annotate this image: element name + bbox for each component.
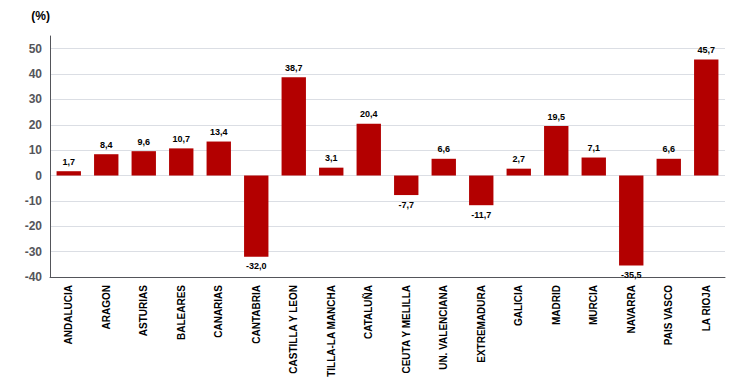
svg-text:MADRID: MADRID: [551, 285, 562, 325]
svg-text:8,4: 8,4: [100, 140, 113, 150]
svg-text:-30: -30: [25, 245, 43, 259]
svg-text:UN. VALENCIANA: UN. VALENCIANA: [438, 285, 449, 370]
svg-text:MURCIA: MURCIA: [588, 285, 599, 325]
svg-text:EXTREMADURA: EXTREMADURA: [476, 285, 487, 363]
svg-text:7,1: 7,1: [587, 143, 600, 153]
svg-text:-7,7: -7,7: [398, 200, 414, 210]
svg-text:PAIS VASCO: PAIS VASCO: [663, 285, 674, 345]
svg-text:9,6: 9,6: [137, 137, 150, 147]
svg-text:CASTILLA Y LEON: CASTILLA Y LEON: [288, 285, 299, 374]
svg-text:(%): (%): [31, 9, 50, 23]
svg-text:30: 30: [29, 92, 43, 106]
svg-text:50: 50: [29, 42, 43, 56]
svg-text:TILLA-LA MANCHA: TILLA-LA MANCHA: [326, 285, 337, 377]
svg-text:0: 0: [35, 169, 42, 183]
svg-text:10: 10: [29, 143, 43, 157]
svg-text:3,1: 3,1: [325, 153, 338, 163]
svg-text:6,6: 6,6: [437, 144, 450, 154]
svg-text:45,7: 45,7: [697, 45, 715, 55]
svg-text:BALEARES: BALEARES: [176, 285, 187, 340]
svg-text:-40: -40: [25, 270, 43, 284]
svg-text:1,7: 1,7: [62, 157, 75, 167]
svg-text:ANDALUCIA: ANDALUCIA: [63, 285, 74, 344]
svg-text:GALICIA: GALICIA: [513, 285, 524, 326]
svg-text:ASTURIAS: ASTURIAS: [138, 285, 149, 336]
svg-text:CEUTA Y MELILLA: CEUTA Y MELILLA: [401, 285, 412, 374]
svg-text:CANTABRIA: CANTABRIA: [251, 285, 262, 344]
svg-text:ARAGON: ARAGON: [101, 285, 112, 329]
svg-text:19,5: 19,5: [547, 112, 565, 122]
svg-text:CANARIAS: CANARIAS: [213, 285, 224, 338]
svg-text:-35,5: -35,5: [621, 270, 642, 280]
svg-text:40: 40: [29, 67, 43, 81]
svg-text:10,7: 10,7: [172, 134, 190, 144]
svg-text:-20: -20: [25, 219, 43, 233]
svg-text:-32,0: -32,0: [246, 261, 267, 271]
svg-text:-10: -10: [25, 194, 43, 208]
svg-text:6,6: 6,6: [662, 144, 675, 154]
svg-text:NAVARRA: NAVARRA: [626, 285, 637, 334]
svg-text:38,7: 38,7: [285, 63, 303, 73]
svg-text:2,7: 2,7: [512, 154, 525, 164]
svg-text:-11,7: -11,7: [471, 210, 491, 220]
svg-text:LA RIOJA: LA RIOJA: [701, 285, 712, 331]
svg-text:20: 20: [29, 118, 43, 132]
svg-text:CATALUÑA: CATALUÑA: [362, 285, 374, 339]
svg-text:13,4: 13,4: [210, 127, 228, 137]
svg-text:20,4: 20,4: [360, 109, 378, 119]
